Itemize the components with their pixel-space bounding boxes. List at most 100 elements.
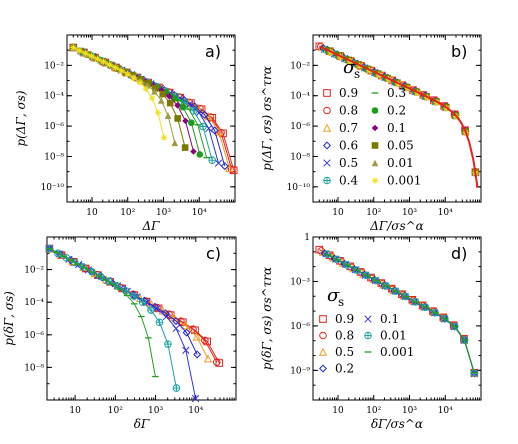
- data-point: [188, 119, 195, 127]
- y-axis-label: p(δΓ, σs): [2, 291, 16, 346]
- legend-marker: [323, 159, 331, 167]
- data-point: [172, 324, 180, 333]
- series-line: [49, 248, 156, 377]
- data-point: [201, 336, 209, 345]
- data-point: [136, 79, 144, 86]
- data-point: [317, 247, 326, 255]
- x-tick-label: 10³: [402, 406, 417, 416]
- series-0.7: [69, 43, 234, 172]
- x-tick-label: 10: [332, 406, 344, 416]
- y-tick-label: 10⁻⁴: [290, 92, 310, 102]
- data-point: [192, 332, 201, 341]
- legend-marker: [323, 106, 331, 115]
- data-point: [147, 306, 155, 314]
- series-0.9: [69, 43, 238, 175]
- legend-marker: [371, 142, 379, 149]
- y-tick-label: 10⁻⁸: [24, 363, 44, 373]
- y-tick-label: 10⁻¹⁰: [287, 183, 311, 193]
- data-point: [138, 298, 147, 306]
- series-line: [73, 47, 230, 169]
- x-tick-label: 10: [332, 208, 344, 218]
- x-tick-label: 10²: [366, 406, 381, 416]
- series-0.01: [45, 244, 181, 392]
- legend-title-subscript: s: [338, 295, 344, 309]
- x-tick-label: 10⁴: [438, 208, 453, 218]
- legend-marker: [364, 315, 372, 323]
- legend-marker: [318, 347, 328, 356]
- data-point: [160, 134, 168, 142]
- data-point: [162, 312, 171, 321]
- x-tick-label: 10⁴: [188, 406, 203, 416]
- legend-entry: 0.001: [387, 174, 421, 188]
- legend-marker: [319, 315, 327, 323]
- x-tick-label: 10²: [366, 208, 381, 218]
- series-line: [73, 47, 233, 170]
- data-point: [174, 115, 181, 122]
- y-tick-label: 10⁻⁸: [290, 152, 310, 162]
- legend-entry: 0.2: [335, 362, 354, 376]
- data-point: [104, 277, 113, 285]
- x-axis-label: ΔΓ/σs^α: [369, 219, 424, 233]
- y-tick-label: 10⁻²: [24, 266, 44, 276]
- data-point: [191, 394, 200, 403]
- legend-marker: [322, 123, 332, 132]
- legend-entry: 0.8: [335, 329, 354, 343]
- data-point: [193, 350, 202, 359]
- data-point: [124, 70, 132, 78]
- data-point: [100, 58, 107, 66]
- series-line: [49, 248, 177, 389]
- data-point: [154, 109, 162, 117]
- data-point: [206, 113, 215, 121]
- data-point: [199, 122, 207, 131]
- data-point: [172, 317, 181, 326]
- x-axis-label: δΓ/σs^α: [371, 417, 423, 431]
- data-point: [181, 144, 189, 151]
- data-point: [69, 44, 77, 51]
- legend-entry: 0.4: [339, 174, 358, 188]
- data-point: [82, 49, 89, 57]
- data-point: [94, 55, 101, 63]
- y-axis-label: p(ΔΓ, σs) σs^τrα: [260, 66, 274, 171]
- series-0.2: [45, 244, 202, 359]
- data-point: [181, 321, 190, 330]
- data-point: [157, 97, 165, 104]
- y-tick-label: 10⁻³: [290, 277, 310, 287]
- data-point: [164, 112, 172, 119]
- series-0.001: [325, 253, 478, 374]
- data-point: [171, 139, 179, 147]
- legend-entry: 0.6: [339, 139, 358, 153]
- y-tick-label: 10⁻⁴: [24, 298, 44, 308]
- data-point: [182, 117, 189, 125]
- panel-c: 10 10² 10³ 10⁴ 10⁻⁸ 10⁻⁶ 10⁻⁴ 10⁻² c) p(δΓ, σs) δΓ: [2, 236, 237, 431]
- data-point: [166, 99, 174, 107]
- legend-entry: 0.05: [387, 139, 414, 153]
- data-point: [208, 156, 216, 164]
- y-tick-label: 10⁻⁶: [290, 322, 310, 332]
- panel-label: a): [205, 42, 221, 61]
- panel-a: 10 10² 10³ 10⁴ 10⁻¹⁰ 10⁻⁸ 10⁻⁶ 10⁻⁴ 10⁻² a) p(ΔΓ, …: [14, 34, 238, 233]
- data-point: [142, 85, 150, 93]
- panel-d: 10 10² 10³ 10⁴ 10⁻⁹ 10⁻⁶ 10⁻³ 1 d) p(δΓ, σs) σs^τ…: [260, 233, 482, 431]
- collapse-curve: [318, 45, 479, 188]
- y-tick-label: 10⁻²: [290, 61, 310, 71]
- x-tick-label: 10: [69, 406, 81, 416]
- y-tick-label: 10⁻⁶: [24, 331, 44, 341]
- y-tick-label: 10⁻⁹: [290, 366, 310, 376]
- legend-marker: [322, 141, 332, 150]
- y-axis-label: p(δΓ, σs) σs^τrα: [260, 267, 274, 370]
- series-line: [328, 254, 475, 373]
- x-tick-label: 10³: [148, 406, 163, 416]
- data-point: [214, 159, 223, 167]
- series-0.1: [45, 244, 200, 403]
- data-point: [174, 102, 181, 109]
- legend-marker: [323, 176, 331, 185]
- data-point: [217, 128, 225, 137]
- data-point: [121, 287, 130, 295]
- plot-frame: [312, 236, 482, 401]
- data-point: [151, 84, 159, 92]
- data-point: [227, 165, 236, 174]
- legend-entry: 0.9: [339, 86, 358, 100]
- legend-entry: 0.5: [335, 345, 354, 359]
- series-0.9: [45, 244, 224, 367]
